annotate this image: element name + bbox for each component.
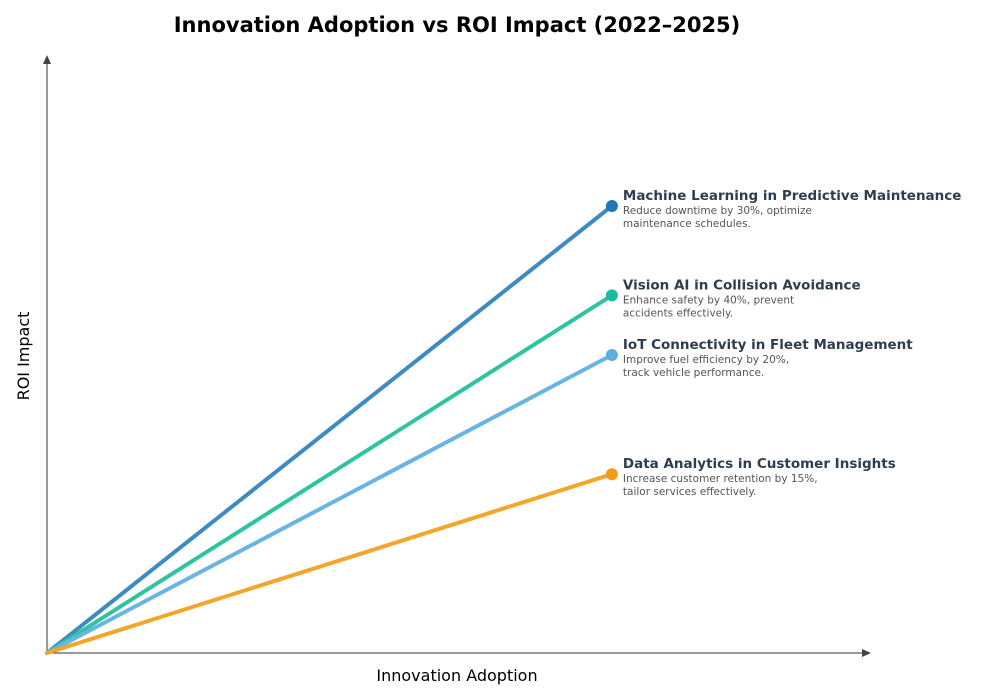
series-label-0: Machine Learning in Predictive Maintenan… (623, 188, 962, 204)
series-line-0 (45, 204, 614, 655)
series-endpoint-0 (605, 200, 618, 212)
series-description-1-0: Enhance safety by 40%, prevent (623, 294, 794, 306)
x-axis-label: Innovation Adoption (376, 666, 537, 685)
series-label-3: Data Analytics in Customer Insights (623, 456, 896, 472)
series-endpoint-2 (605, 349, 618, 361)
y-axis-label: ROI Impact (14, 312, 33, 401)
series-line-3 (45, 472, 614, 655)
series-description-0-0: Reduce downtime by 30%, optimize (623, 205, 812, 217)
series-description-2-1: track vehicle performance. (623, 367, 764, 379)
series-description-2-0: Improve fuel efficiency by 20%, (623, 354, 789, 366)
series-description-1-1: accidents effectively. (623, 307, 733, 319)
series-description-3-1: tailor services effectively. (623, 486, 757, 498)
series-label-2: IoT Connectivity in Fleet Management (623, 337, 913, 353)
series-line-1 (45, 293, 614, 655)
series-description-3-0: Increase customer retention by 15%, (623, 473, 818, 485)
y-axis-arrow (43, 55, 51, 64)
x-axis-arrow (862, 649, 871, 657)
chart-title: Innovation Adoption vs ROI Impact (2022–… (174, 13, 741, 37)
series-line-2 (45, 353, 614, 655)
series-endpoint-1 (605, 289, 618, 302)
series-label-1: Vision AI in Collision Avoidance (623, 277, 861, 293)
series-description-0-1: maintenance schedules. (623, 218, 751, 230)
series-endpoint-3 (605, 468, 618, 481)
